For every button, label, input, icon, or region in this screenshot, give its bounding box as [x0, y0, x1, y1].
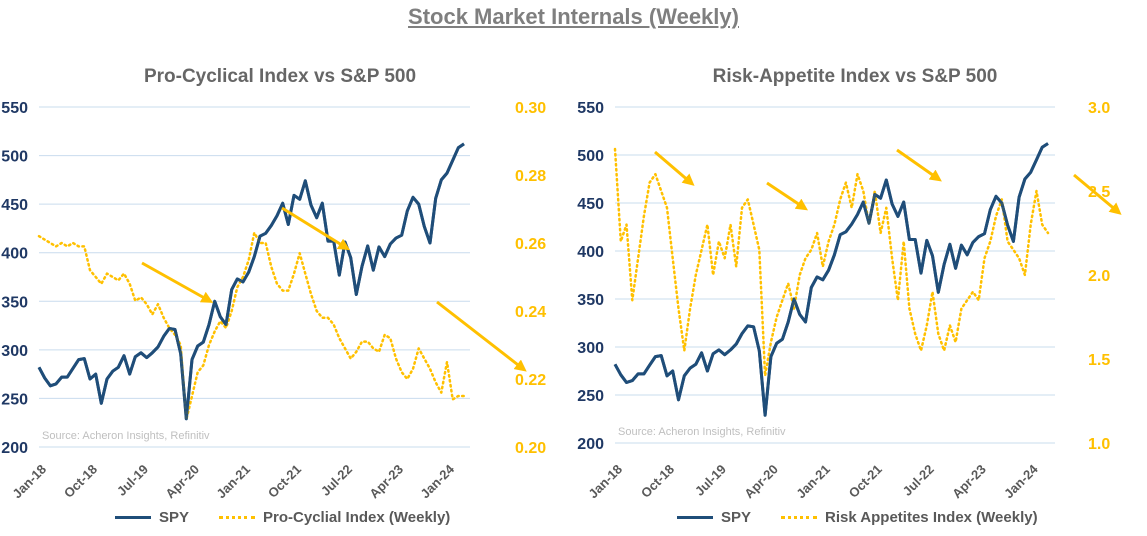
trend-arrow-annotation [436, 300, 527, 372]
x-tick-label: Apr-23 [949, 462, 989, 502]
legend-label-spy: SPY [159, 509, 190, 526]
y-left-tick-label: 500 [577, 148, 604, 165]
y-left-tick-label: 500 [1, 149, 28, 166]
series-line-index [613, 147, 1050, 378]
trend-arrow-annotation [654, 150, 695, 186]
y-right-tick-label: 2.5 [1088, 184, 1110, 201]
y-right-tick-label: 0.20 [515, 440, 546, 457]
y-right-tick-label: 3.0 [1088, 100, 1110, 117]
x-tick-label: Oct-21 [846, 462, 885, 501]
y-left-tick-label: 550 [577, 100, 604, 117]
x-tick-label: Apr-20 [162, 462, 202, 502]
main-title-text: Stock Market Internals (Weekly) [408, 4, 739, 29]
x-tick-label: Jan-21 [213, 462, 253, 502]
y-right-tick-label: 0.30 [515, 100, 546, 117]
y-right-tick-label: 0.22 [515, 372, 546, 389]
legend-left: SPY Pro-Cyclial Index (Weekly) [115, 509, 450, 526]
main-title: Stock Market Internals (Weekly) [0, 4, 1147, 30]
x-tick-label: Jan-18 [585, 462, 625, 502]
x-tick-label: Apr-23 [366, 462, 406, 502]
x-tick-label: Oct-18 [61, 462, 100, 501]
y-left-tick-label: 200 [577, 436, 604, 453]
trend-arrow-annotation [896, 148, 942, 182]
chart-title-pro-cyclical: Pro-Cyclical Index vs S&P 500 [143, 66, 417, 87]
source-note: Source: Acheron Insights, Refinitiv [618, 426, 786, 438]
x-tick-label: Jan-24 [1001, 461, 1041, 501]
series-line-index [37, 231, 466, 422]
x-tick-label: Jul-19 [114, 462, 151, 499]
y-left-tick-label: 400 [1, 246, 28, 263]
legend-label-index: Pro-Cyclial Index (Weekly) [263, 509, 451, 526]
trend-arrow-annotation [1073, 173, 1122, 215]
y-left-tick-label: 300 [577, 340, 604, 357]
y-left-tick-label: 350 [577, 292, 604, 309]
legend-swatch-index [219, 516, 256, 519]
y-left-tick-label: 250 [577, 388, 604, 405]
legend-label-spy: SPY [721, 509, 752, 526]
y-left-tick-label: 350 [1, 294, 28, 311]
legend-swatch-index [781, 516, 818, 519]
x-tick-label: Apr-20 [741, 462, 781, 502]
y-left-tick-label: 300 [1, 343, 28, 360]
y-right-tick-label: 0.24 [515, 304, 546, 321]
trend-arrow-annotation [141, 261, 214, 303]
chart-risk-appetite: 200 250 300 350 400 450 500 550 1.0 1.5 2.0 2.5 3.0 J… [577, 100, 1122, 502]
chart-pro-cyclical: 200 250 300 350 400 450 500 550 0.20 0.22 0.24 0.26… [1, 100, 546, 501]
legend-label-index: Risk Appetites Index (Weekly) [825, 509, 1038, 526]
trend-arrow-annotation [281, 206, 351, 251]
y-left-tick-label: 200 [1, 440, 28, 457]
y-right-tick-label: 0.28 [515, 168, 546, 185]
series-line-spy-overlay [613, 142, 1049, 417]
legend-swatch-spy [677, 516, 713, 519]
legend-swatch-spy [115, 516, 151, 519]
x-tick-label: Jan-21 [793, 462, 833, 502]
chart-title-risk-appetite: Risk-Appetite Index vs S&P 500 [712, 66, 998, 87]
x-tick-label: Jul-19 [692, 462, 729, 499]
x-tick-label: Jan-24 [417, 461, 457, 501]
source-note: Source: Acheron Insights, Refinitiv [42, 430, 210, 442]
y-left-tick-label: 400 [577, 244, 604, 261]
x-tick-label: Jan-18 [9, 462, 49, 502]
y-right-tick-label: 1.0 [1088, 436, 1110, 453]
x-tick-label: Oct-18 [638, 462, 677, 501]
y-left-tick-label: 250 [1, 391, 28, 408]
trend-arrow-annotation [766, 181, 808, 211]
series-line-spy-overlay [37, 142, 465, 421]
x-tick-label: Jul-22 [900, 462, 937, 499]
x-tick-label: Oct-21 [265, 462, 304, 501]
y-right-tick-label: 2.0 [1088, 268, 1110, 285]
series-line-spy [613, 142, 1049, 417]
y-right-tick-label: 1.5 [1088, 352, 1110, 369]
legend-right: SPY Risk Appetites Index (Weekly) [677, 509, 1038, 526]
y-left-tick-label: 450 [1, 197, 28, 214]
y-left-tick-label: 450 [577, 196, 604, 213]
y-right-tick-label: 0.26 [515, 236, 546, 253]
y-left-tick-label: 550 [1, 100, 28, 117]
x-tick-label: Jul-22 [318, 462, 355, 499]
